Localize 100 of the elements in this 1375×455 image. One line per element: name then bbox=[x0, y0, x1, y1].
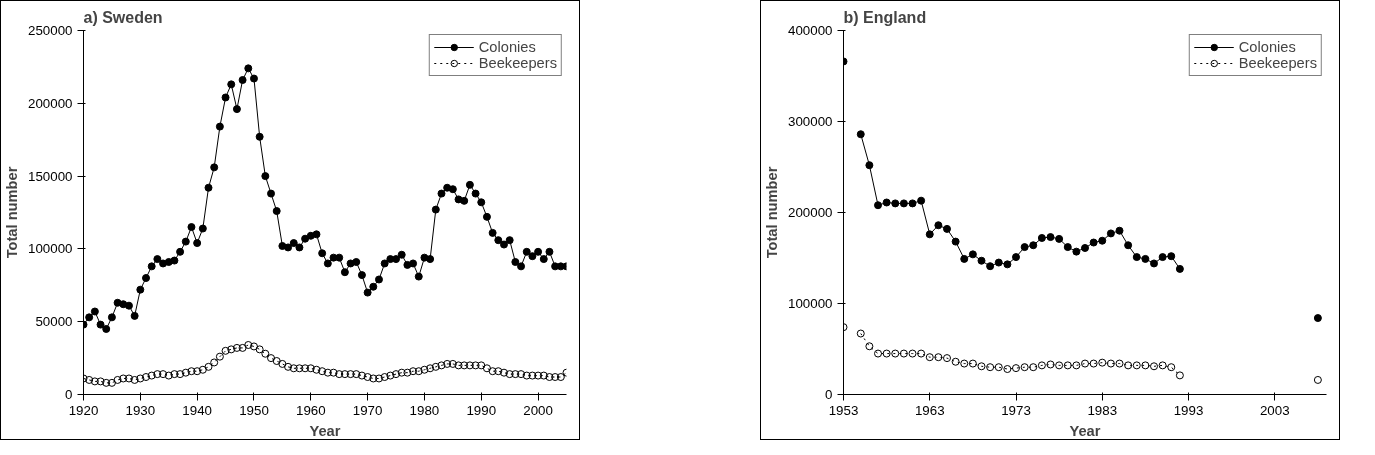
point bbox=[994, 363, 1003, 372]
point bbox=[1141, 254, 1150, 263]
point bbox=[908, 199, 917, 208]
point bbox=[1141, 361, 1150, 370]
point bbox=[1020, 243, 1029, 252]
point bbox=[1175, 264, 1184, 273]
point bbox=[1046, 233, 1055, 242]
point bbox=[908, 349, 917, 358]
x-tick-label: 1980 bbox=[409, 402, 440, 418]
point bbox=[925, 230, 934, 239]
point bbox=[951, 357, 960, 366]
point bbox=[986, 363, 995, 372]
x-tick-label: 1920 bbox=[68, 402, 99, 418]
point bbox=[865, 342, 874, 351]
x-tick-label: 1973 bbox=[1001, 402, 1031, 418]
point bbox=[934, 221, 943, 230]
point bbox=[1012, 364, 1020, 373]
point bbox=[1046, 360, 1055, 369]
point bbox=[960, 359, 969, 368]
point bbox=[1167, 363, 1176, 372]
point bbox=[1158, 253, 1167, 262]
point bbox=[1072, 247, 1081, 256]
point bbox=[1063, 361, 1072, 370]
y-tick-label: 200000 bbox=[788, 205, 833, 220]
point bbox=[882, 349, 891, 358]
point bbox=[994, 258, 1003, 267]
point bbox=[1115, 226, 1124, 235]
y-tick-label: 250000 bbox=[28, 23, 73, 38]
x-tick-label: 1940 bbox=[182, 402, 212, 418]
point bbox=[1132, 361, 1141, 370]
point bbox=[874, 201, 882, 210]
point bbox=[1037, 361, 1046, 370]
point bbox=[951, 237, 960, 246]
y-tick-label: 400000 bbox=[788, 23, 833, 38]
x-tick-label: 1990 bbox=[466, 402, 497, 418]
point bbox=[882, 198, 891, 207]
point bbox=[934, 353, 943, 362]
point bbox=[986, 262, 995, 271]
point bbox=[874, 349, 882, 358]
point bbox=[891, 349, 900, 358]
point bbox=[977, 362, 986, 371]
y-tick-label: 50000 bbox=[35, 314, 73, 330]
point bbox=[1020, 363, 1029, 372]
point bbox=[1055, 234, 1064, 243]
point bbox=[968, 250, 977, 259]
x-tick-label: 2003 bbox=[1259, 402, 1290, 418]
point bbox=[968, 359, 977, 368]
point bbox=[1175, 371, 1184, 380]
point bbox=[1313, 314, 1322, 323]
point bbox=[1124, 361, 1133, 370]
legend-label: Beekeepers bbox=[1238, 55, 1317, 71]
point bbox=[925, 353, 934, 362]
point bbox=[1081, 359, 1089, 368]
point bbox=[1150, 259, 1158, 268]
y-tick-label: 150000 bbox=[28, 168, 73, 184]
point bbox=[1167, 252, 1176, 261]
x-tick-label: 1983 bbox=[1087, 402, 1118, 418]
y-tick-label: 100000 bbox=[28, 241, 73, 257]
point bbox=[1012, 253, 1020, 262]
point bbox=[1158, 361, 1167, 370]
y-axis-title: Total number bbox=[4, 166, 21, 259]
point bbox=[1150, 362, 1158, 371]
y-axis-title: Total number bbox=[764, 166, 781, 259]
point bbox=[1063, 243, 1072, 252]
point bbox=[1132, 253, 1141, 262]
chart-title: a) Sweden bbox=[83, 8, 163, 26]
y-tick-label: 100000 bbox=[788, 296, 833, 311]
legend-label: Beekeepers bbox=[478, 55, 557, 71]
chart-title: b) England bbox=[843, 8, 927, 26]
point bbox=[1072, 361, 1081, 370]
point bbox=[891, 199, 900, 208]
point bbox=[856, 130, 865, 139]
x-tick-label: 1950 bbox=[239, 402, 269, 418]
point bbox=[1089, 359, 1098, 368]
point bbox=[1029, 241, 1038, 250]
legend-label: Colonies bbox=[1238, 39, 1296, 55]
point bbox=[1037, 233, 1046, 242]
point bbox=[1003, 260, 1012, 269]
y-tick-label: 300000 bbox=[788, 114, 833, 129]
point bbox=[856, 329, 865, 338]
x-tick-label: 1993 bbox=[1173, 402, 1204, 418]
x-tick-label: 2000 bbox=[523, 402, 553, 418]
y-tick-label: 200000 bbox=[28, 95, 73, 111]
x-tick-label: 1953 bbox=[828, 402, 859, 418]
point bbox=[977, 256, 986, 265]
point bbox=[1106, 229, 1115, 238]
x-tick-label: 1960 bbox=[295, 402, 326, 418]
point bbox=[865, 161, 874, 170]
x-axis-title: Year bbox=[1069, 422, 1101, 439]
point bbox=[1313, 375, 1322, 384]
x-axis-title: Year bbox=[309, 422, 341, 439]
point bbox=[1098, 236, 1107, 245]
y-tick-label: 0 bbox=[65, 387, 73, 402]
y-tick-label: 0 bbox=[825, 387, 833, 402]
point bbox=[1124, 241, 1133, 250]
point bbox=[960, 254, 969, 263]
point bbox=[917, 349, 926, 358]
point bbox=[1098, 358, 1107, 367]
point bbox=[1106, 359, 1115, 368]
x-tick-label: 1963 bbox=[914, 402, 945, 418]
